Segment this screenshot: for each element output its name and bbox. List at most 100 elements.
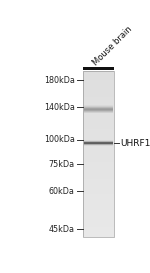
Bar: [83, 80, 114, 82]
Bar: [83, 179, 114, 180]
Bar: [83, 217, 114, 219]
Bar: [83, 102, 114, 104]
Bar: [83, 224, 114, 225]
Bar: [83, 215, 114, 216]
Bar: [83, 82, 114, 83]
Bar: [83, 158, 114, 159]
Bar: [83, 151, 114, 152]
Bar: [83, 137, 114, 138]
Bar: [83, 169, 114, 170]
Bar: [83, 190, 114, 191]
Bar: [83, 213, 114, 215]
Bar: [83, 118, 114, 119]
Bar: [83, 124, 114, 126]
Bar: [83, 198, 114, 199]
Bar: [83, 177, 114, 179]
Bar: [83, 202, 114, 203]
Bar: [83, 230, 114, 231]
Bar: [83, 112, 114, 114]
Bar: [83, 120, 114, 122]
Bar: [83, 122, 114, 123]
Bar: [83, 159, 114, 161]
Bar: [83, 73, 114, 75]
Bar: [83, 79, 114, 80]
Bar: [83, 133, 114, 134]
Bar: [83, 161, 114, 162]
Bar: [83, 185, 114, 187]
Bar: [83, 88, 114, 90]
Bar: [83, 155, 114, 156]
Bar: [83, 127, 114, 129]
Text: 75kDa: 75kDa: [48, 160, 75, 169]
Bar: [83, 194, 114, 195]
Bar: [83, 166, 114, 167]
Bar: [83, 143, 114, 144]
Bar: [83, 170, 114, 172]
Bar: [83, 91, 114, 93]
Bar: [83, 221, 114, 223]
Bar: [83, 209, 114, 210]
Bar: [83, 138, 114, 140]
Bar: [83, 165, 114, 166]
Bar: [83, 71, 114, 237]
Bar: [83, 87, 114, 88]
Bar: [83, 234, 114, 235]
Bar: [83, 72, 114, 73]
Bar: [83, 140, 114, 141]
Bar: [83, 116, 114, 118]
Bar: [83, 78, 114, 79]
Bar: [83, 184, 114, 185]
Text: Mouse brain: Mouse brain: [92, 25, 134, 67]
Bar: [83, 67, 114, 70]
Bar: [83, 114, 114, 115]
Bar: [83, 71, 114, 72]
Bar: [83, 106, 114, 108]
Bar: [83, 147, 114, 148]
Bar: [83, 223, 114, 224]
Bar: [83, 111, 114, 112]
Text: 140kDa: 140kDa: [44, 103, 75, 112]
Bar: [83, 181, 114, 183]
Bar: [83, 156, 114, 158]
Bar: [83, 191, 114, 192]
Bar: [83, 173, 114, 174]
Bar: [83, 105, 114, 106]
Bar: [83, 132, 114, 133]
Bar: [83, 134, 114, 136]
Bar: [83, 210, 114, 212]
Bar: [83, 235, 114, 237]
Bar: [83, 148, 114, 150]
Bar: [83, 195, 114, 197]
Bar: [83, 90, 114, 91]
Bar: [83, 220, 114, 221]
Bar: [83, 212, 114, 213]
Bar: [83, 97, 114, 98]
Text: 45kDa: 45kDa: [49, 225, 75, 234]
Bar: [83, 123, 114, 124]
Bar: [83, 172, 114, 173]
Bar: [83, 75, 114, 76]
Bar: [83, 76, 114, 78]
Bar: [83, 206, 114, 207]
Bar: [83, 197, 114, 198]
Bar: [83, 109, 114, 111]
Bar: [83, 174, 114, 176]
Bar: [83, 192, 114, 194]
Bar: [83, 150, 114, 151]
Bar: [83, 162, 114, 163]
Bar: [83, 108, 114, 109]
Bar: [83, 233, 114, 234]
Bar: [83, 225, 114, 227]
Bar: [83, 83, 114, 84]
Text: UHRF1: UHRF1: [120, 139, 150, 148]
Bar: [83, 84, 114, 86]
Bar: [83, 180, 114, 181]
Bar: [83, 98, 114, 100]
Bar: [83, 145, 114, 147]
Bar: [83, 219, 114, 220]
Bar: [83, 187, 114, 188]
Bar: [83, 129, 114, 130]
Bar: [83, 141, 114, 143]
Bar: [83, 199, 114, 201]
Bar: [83, 126, 114, 127]
